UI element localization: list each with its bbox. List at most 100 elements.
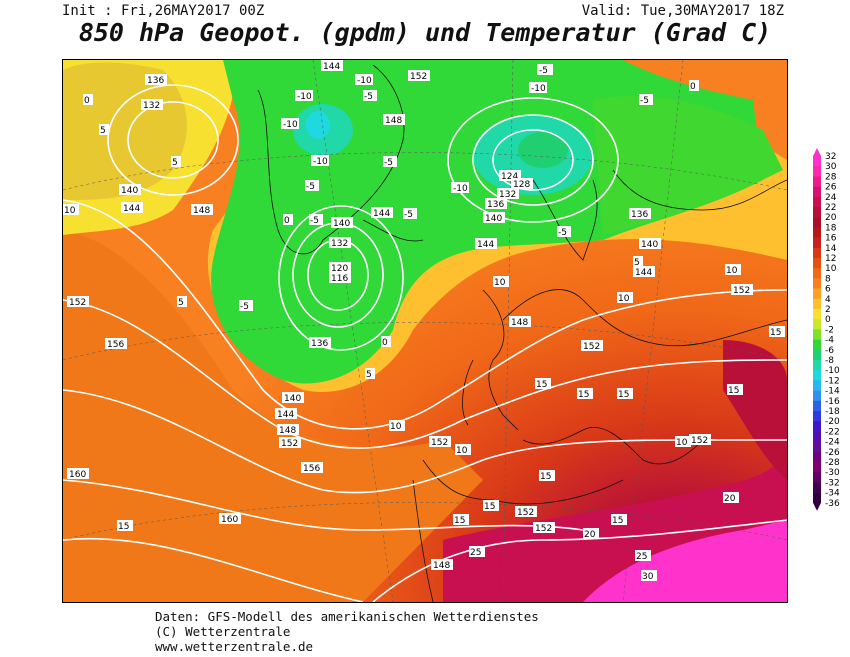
svg-text:144: 144 — [123, 204, 140, 214]
colorbar-segment — [813, 329, 821, 340]
svg-text:160: 160 — [69, 470, 86, 480]
svg-text:136: 136 — [147, 76, 164, 86]
svg-text:20: 20 — [584, 530, 596, 540]
graticule — [63, 60, 787, 602]
temp-label: 0 — [283, 214, 293, 226]
svg-text:-5: -5 — [306, 182, 315, 192]
footer-copyright: (C) Wetterzentrale — [155, 624, 291, 639]
temp-label: 15 — [483, 500, 499, 512]
colorbar-tick-label: -18 — [825, 407, 840, 417]
svg-text:144: 144 — [477, 240, 494, 250]
lime-nw — [63, 62, 187, 200]
isohypse-label: 140 — [483, 212, 505, 224]
temp-label: 20 — [583, 528, 599, 540]
temp-label: 15 — [535, 378, 551, 390]
isohypse-label: 136 — [309, 337, 331, 349]
init-time: Init : Fri,26MAY2017 00Z — [62, 3, 265, 19]
temp-label: 10 — [725, 264, 741, 276]
svg-text:148: 148 — [279, 426, 296, 436]
temp-label: 25 — [469, 546, 485, 558]
svg-text:152: 152 — [281, 439, 298, 449]
svg-text:-5: -5 — [310, 216, 319, 226]
temp-label: 10 — [493, 276, 509, 288]
svg-text:-10: -10 — [313, 157, 328, 167]
svg-text:116: 116 — [331, 274, 348, 284]
svg-text:-5: -5 — [240, 302, 249, 312]
svg-text:10: 10 — [390, 422, 402, 432]
colorbar-tick-label: -32 — [825, 478, 840, 488]
colorbar-segment — [813, 360, 821, 371]
temp-label: -5 — [363, 90, 377, 102]
svg-text:-5: -5 — [558, 228, 567, 238]
isohypse-label: 144 — [475, 238, 497, 250]
colorbar-segment — [813, 411, 821, 422]
svg-text:136: 136 — [311, 339, 328, 349]
svg-text:156: 156 — [303, 464, 320, 474]
colorbar-segment — [813, 472, 821, 483]
svg-text:5: 5 — [172, 158, 178, 168]
isohypse-label: 132 — [497, 188, 519, 200]
svg-text:136: 136 — [487, 200, 504, 210]
colorbar-tick-label: 32 — [825, 152, 836, 162]
svg-text:-10: -10 — [283, 120, 298, 130]
svg-text:124: 124 — [501, 172, 518, 182]
svg-text:0: 0 — [690, 82, 696, 92]
colorbar-tick-label: 26 — [825, 183, 837, 193]
colorbar-tick-label: 16 — [825, 234, 837, 244]
svg-text:132: 132 — [499, 190, 516, 200]
isohypse-label: 132 — [141, 99, 163, 111]
colorbar-segment — [813, 288, 821, 300]
temp-label: -5 — [239, 300, 253, 312]
colorbar-segment — [813, 339, 821, 351]
colorbar-top-arrow — [813, 148, 821, 156]
colorbar-segment — [813, 237, 821, 249]
svg-text:152: 152 — [733, 286, 750, 296]
temp-label: 15 — [611, 514, 627, 526]
svg-text:144: 144 — [373, 209, 390, 219]
temp-label: -5 — [305, 180, 319, 192]
isohypses — [63, 84, 787, 602]
isohypse-label: 132 — [329, 237, 351, 249]
colorbar-segment — [813, 166, 821, 177]
svg-text:-10: -10 — [357, 76, 372, 86]
colorbar-segment — [813, 319, 821, 330]
colorbar-tick-label: 30 — [825, 162, 837, 172]
svg-text:15: 15 — [484, 502, 495, 512]
isohypse-label: 148 — [191, 204, 213, 216]
svg-text:10: 10 — [494, 278, 506, 288]
colorbar-segment — [813, 298, 821, 310]
temp-label: 10 — [455, 444, 471, 456]
svg-text:30: 30 — [642, 572, 654, 582]
svg-text:-5: -5 — [404, 210, 413, 220]
svg-text:160: 160 — [221, 515, 238, 525]
isohypse-label: 152 — [581, 340, 603, 352]
svg-text:140: 140 — [485, 214, 502, 224]
colorbar-segment — [813, 492, 821, 504]
colorbar-segment — [813, 156, 821, 167]
footer-url[interactable]: www.wetterzentrale.de — [155, 639, 314, 654]
svg-text:10: 10 — [676, 438, 688, 448]
svg-text:156: 156 — [107, 340, 124, 350]
svg-text:0: 0 — [284, 216, 290, 226]
svg-text:-10: -10 — [297, 92, 312, 102]
temp-label: 10 — [675, 436, 691, 448]
colorbar-tick-label: -22 — [825, 427, 840, 437]
svg-text:-10: -10 — [453, 184, 468, 194]
isohypse-label: 148 — [277, 424, 299, 436]
colorbar-segment — [813, 309, 821, 320]
isohypse-label: 120 — [329, 262, 351, 274]
isohypse-label: 148 — [383, 114, 405, 126]
colorbar-tick-label: -24 — [825, 438, 840, 448]
isohypse-label: 140 — [282, 392, 304, 404]
colorbar-tick-label: -8 — [825, 356, 834, 366]
isohypse-label: 124 — [499, 170, 521, 182]
isohypse-label: 152 — [67, 296, 89, 308]
svg-text:5: 5 — [100, 126, 106, 136]
svg-text:15: 15 — [454, 516, 465, 526]
colorbar-tick-label: -4 — [825, 336, 834, 346]
colorbar-segment — [813, 421, 821, 432]
colorbar-tick-label: -34 — [825, 489, 840, 499]
temp-label: 10 — [63, 204, 79, 216]
colorbar-tick-label: -28 — [825, 458, 840, 468]
svg-text:152: 152 — [517, 508, 534, 518]
